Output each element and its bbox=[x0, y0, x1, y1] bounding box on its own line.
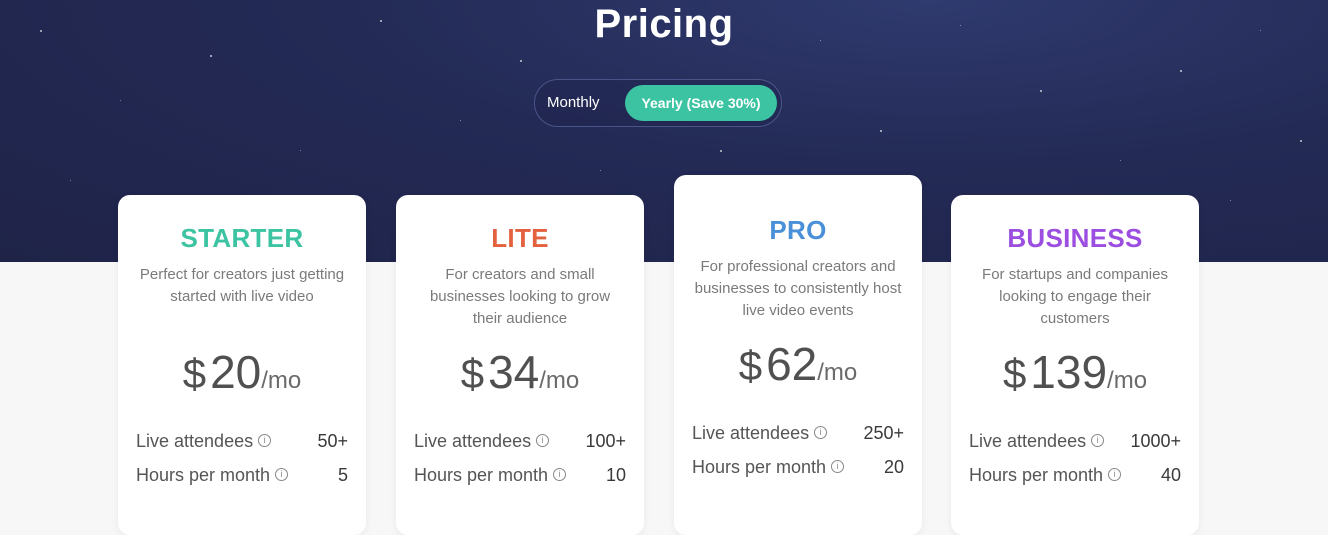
plan-name: STARTER bbox=[180, 223, 304, 253]
star-decoration bbox=[300, 150, 301, 151]
info-circle-icon[interactable]: i bbox=[275, 467, 289, 481]
plan-price: $139/mo bbox=[951, 345, 1199, 399]
star-decoration bbox=[70, 180, 71, 181]
feature-row: Live attendees i 250+ bbox=[692, 420, 904, 446]
feature-label: Hours per month bbox=[692, 457, 827, 477]
price-period: /mo bbox=[817, 359, 858, 386]
plan-description: For professional creators and businesses… bbox=[694, 258, 902, 319]
feature-row: Hours per month i 5 bbox=[136, 462, 348, 488]
price-amount: 34 bbox=[488, 346, 540, 398]
star-decoration bbox=[380, 20, 382, 22]
price-amount: 139 bbox=[1030, 346, 1108, 398]
feature-label: Live attendees bbox=[969, 431, 1087, 451]
star-decoration bbox=[1180, 70, 1182, 72]
star-decoration bbox=[820, 40, 821, 41]
plan-card-lite: LITE For creators and small businesses l… bbox=[396, 195, 644, 535]
star-decoration bbox=[1120, 160, 1121, 161]
price-currency: $ bbox=[182, 350, 207, 397]
info-circle-icon[interactable]: i bbox=[553, 467, 567, 481]
feature-value: 40 bbox=[1160, 465, 1181, 485]
star-decoration bbox=[120, 100, 121, 101]
plan-price: $20/mo bbox=[118, 345, 366, 399]
feature-label: Hours per month bbox=[136, 465, 271, 485]
plan-description: For startups and companies looking to en… bbox=[982, 266, 1168, 327]
plan-price: $62/mo bbox=[674, 337, 922, 391]
plan-card-pro: PRO For professional creators and busine… bbox=[674, 175, 922, 535]
feature-value: 50+ bbox=[317, 431, 348, 451]
price-period: /mo bbox=[539, 367, 580, 394]
feature-row: Live attendees i 50+ bbox=[136, 428, 348, 454]
price-currency: $ bbox=[738, 342, 763, 389]
feature-label: Hours per month bbox=[969, 465, 1104, 485]
feature-label: Live attendees bbox=[136, 431, 254, 451]
feature-row: Hours per month i 20 bbox=[692, 454, 904, 480]
star-decoration bbox=[460, 120, 461, 121]
info-circle-icon[interactable]: i bbox=[258, 433, 272, 447]
plan-card-starter: STARTER Perfect for creators just gettin… bbox=[118, 195, 366, 535]
star-decoration bbox=[1300, 140, 1302, 142]
feature-value: 1000+ bbox=[1130, 431, 1181, 451]
price-period: /mo bbox=[1107, 367, 1148, 394]
billing-option-yearly[interactable]: Yearly (Save 30%) bbox=[625, 85, 777, 121]
plan-name: PRO bbox=[769, 215, 827, 245]
feature-value: 20 bbox=[883, 457, 904, 477]
star-decoration bbox=[1040, 90, 1042, 92]
star-decoration bbox=[880, 130, 882, 132]
feature-label: Live attendees bbox=[692, 423, 810, 443]
feature-row: Hours per month i 10 bbox=[414, 462, 626, 488]
feature-label: Hours per month bbox=[414, 465, 549, 485]
price-amount: 20 bbox=[210, 346, 262, 398]
feature-row: Hours per month i 40 bbox=[969, 462, 1181, 488]
billing-option-monthly[interactable]: Monthly bbox=[547, 94, 600, 111]
info-circle-icon[interactable]: i bbox=[814, 425, 828, 439]
star-decoration bbox=[600, 170, 601, 171]
price-amount: 62 bbox=[766, 338, 818, 390]
info-circle-icon[interactable]: i bbox=[536, 433, 550, 447]
plan-card-business: BUSINESS For startups and companies look… bbox=[951, 195, 1199, 535]
billing-toggle[interactable]: Monthly Yearly (Save 30%) bbox=[534, 79, 782, 127]
feature-value: 100+ bbox=[585, 431, 626, 451]
feature-row: Live attendees i 1000+ bbox=[969, 428, 1181, 454]
plan-description: For creators and small businesses lookin… bbox=[429, 266, 611, 327]
info-circle-icon[interactable]: i bbox=[1108, 467, 1122, 481]
info-circle-icon[interactable]: i bbox=[831, 459, 845, 473]
page-title: Pricing bbox=[594, 2, 734, 46]
price-currency: $ bbox=[1002, 350, 1027, 397]
feature-label: Live attendees bbox=[414, 431, 532, 451]
star-decoration bbox=[40, 30, 42, 32]
feature-value: 5 bbox=[337, 465, 348, 485]
plan-name: BUSINESS bbox=[1007, 223, 1143, 253]
star-decoration bbox=[720, 150, 722, 152]
feature-value: 10 bbox=[605, 465, 626, 485]
info-circle-icon[interactable]: i bbox=[1091, 433, 1105, 447]
plan-name: LITE bbox=[491, 223, 549, 253]
star-decoration bbox=[1260, 30, 1261, 31]
star-decoration bbox=[210, 55, 212, 57]
plan-description: Perfect for creators just getting starte… bbox=[139, 266, 345, 305]
feature-value: 250+ bbox=[863, 423, 904, 443]
feature-row: Live attendees i 100+ bbox=[414, 428, 626, 454]
star-decoration bbox=[960, 25, 961, 26]
price-period: /mo bbox=[261, 367, 302, 394]
star-decoration bbox=[520, 60, 522, 62]
plan-price: $34/mo bbox=[396, 345, 644, 399]
star-decoration bbox=[1230, 200, 1231, 201]
price-currency: $ bbox=[460, 350, 485, 397]
